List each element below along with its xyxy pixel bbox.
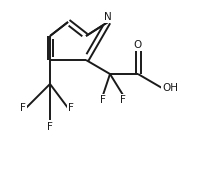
Text: F: F: [100, 95, 106, 105]
Text: N: N: [104, 12, 112, 22]
Text: OH: OH: [162, 83, 178, 93]
Text: O: O: [134, 40, 142, 50]
Text: F: F: [120, 95, 126, 105]
Text: F: F: [20, 103, 26, 113]
Text: F: F: [47, 122, 53, 132]
Text: F: F: [68, 103, 74, 113]
